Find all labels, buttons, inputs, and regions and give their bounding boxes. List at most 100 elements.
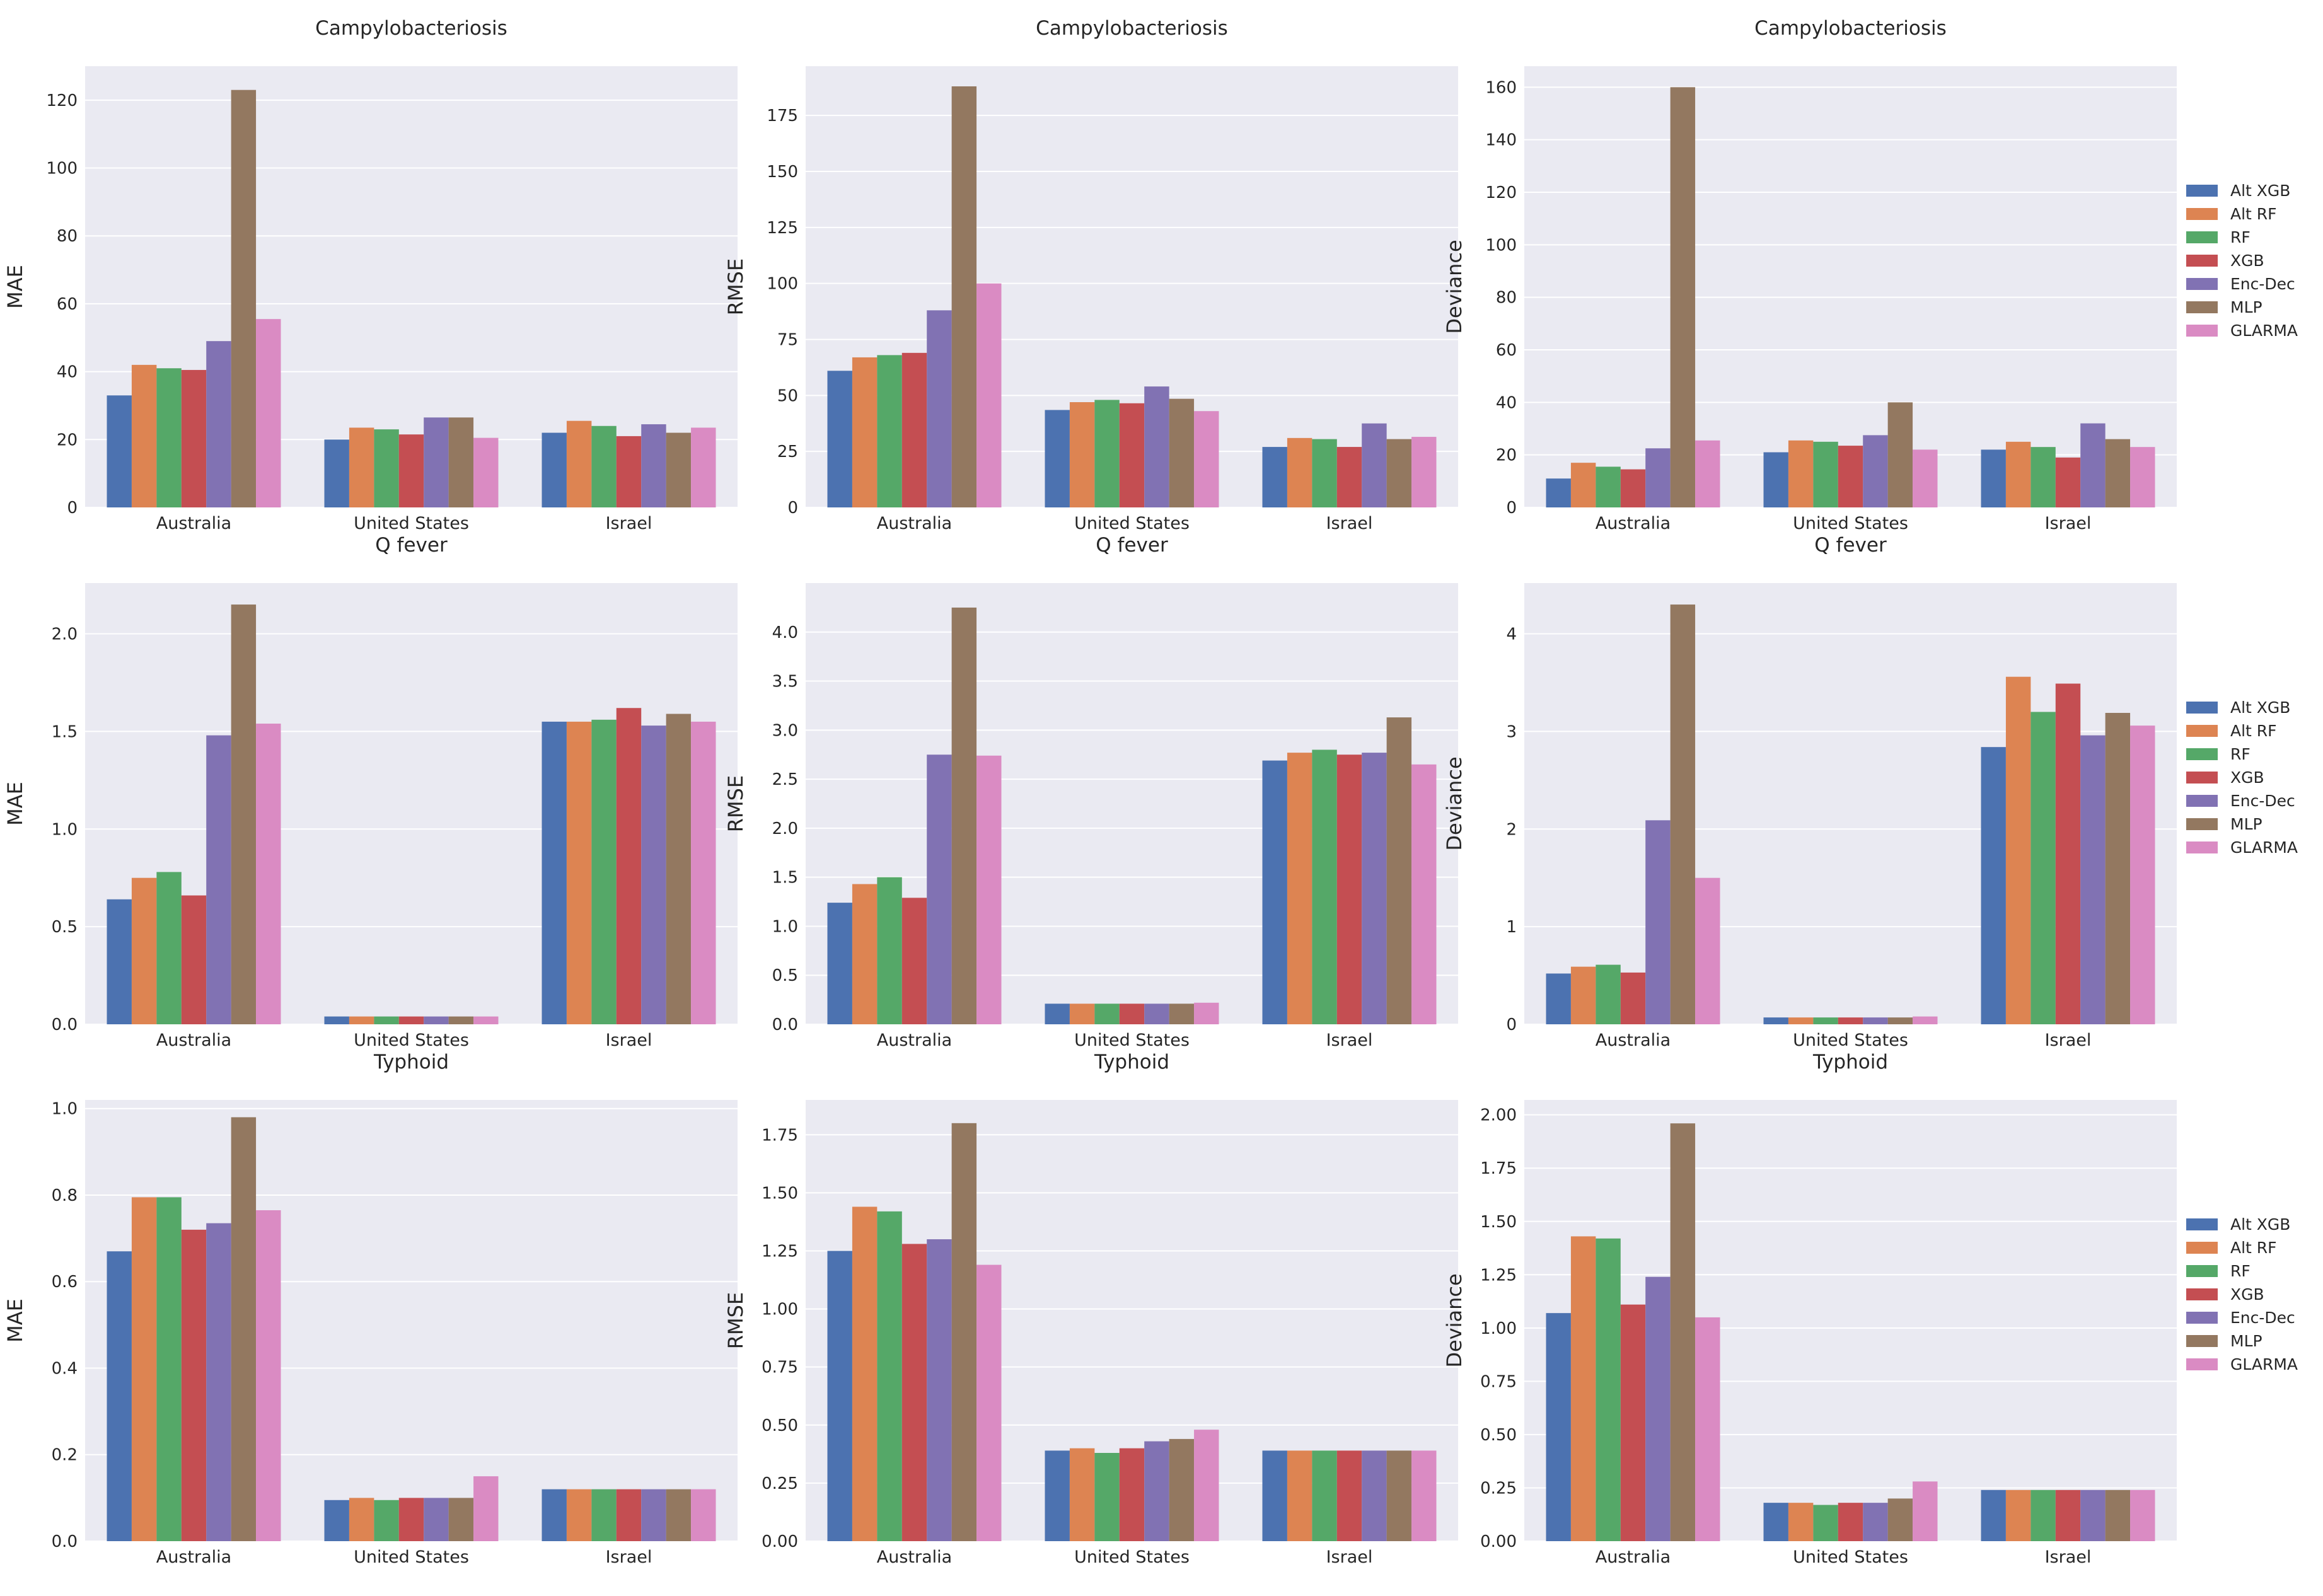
- bar-xgb: [1838, 1503, 1863, 1541]
- y-tick-label: 1.25: [762, 1242, 798, 1261]
- y-tick-label: 3.0: [772, 721, 798, 740]
- bar-rf: [1596, 964, 1621, 1024]
- y-tick-label: 0: [1506, 1015, 1517, 1034]
- subplot-3: 0 20 40 60 80 100 120 140 160 Australia United Sta…: [1442, 17, 2298, 533]
- bar-glarma: [1913, 449, 1938, 507]
- legend-swatch: [2186, 725, 2218, 737]
- bar-mlp: [2105, 439, 2131, 507]
- legend-label: Enc-Dec: [2230, 1309, 2295, 1327]
- bar-alt-xgb: [827, 1251, 852, 1541]
- legend-label: RF: [2230, 745, 2251, 763]
- bar-mlp: [951, 607, 977, 1024]
- bar-xgb: [616, 1489, 642, 1541]
- bar-rf: [591, 425, 617, 507]
- bar-alt-xgb: [324, 1016, 349, 1024]
- subplot-2: 0 25 50 75 100 125 150 175 Australia United State…: [724, 17, 1458, 533]
- subplot-8: 0.00 0.25 0.50 0.75 1.00 1.25 1.50 1.75 Australi…: [724, 1051, 1458, 1567]
- legend-swatch: [2186, 278, 2218, 290]
- bar-enc-dec: [1362, 423, 1387, 507]
- bar-alt-rf: [1287, 1450, 1312, 1541]
- x-tick-label: United States: [1074, 514, 1190, 533]
- y-axis-label: RMSE: [724, 258, 748, 315]
- x-tick-label: Israel: [2045, 1547, 2092, 1567]
- x-tick-label: Australia: [156, 514, 231, 533]
- bar-xgb: [2055, 457, 2081, 507]
- legend-label: Alt XGB: [2230, 698, 2290, 717]
- bar-rf: [1094, 1003, 1120, 1024]
- bar-alt-rf: [852, 884, 878, 1024]
- bar-xgb: [616, 708, 642, 1024]
- x-tick-label: Israel: [1326, 1547, 1373, 1567]
- bar-mlp: [1169, 1438, 1195, 1541]
- y-tick-label: 0: [67, 499, 78, 518]
- bar-alt-rf: [1570, 966, 1596, 1024]
- legend-label: Alt RF: [2230, 1239, 2277, 1257]
- chart-title: Typhoid: [373, 1051, 449, 1073]
- bar-rf: [1813, 441, 1838, 507]
- y-tick-label: 120: [46, 91, 78, 110]
- bar-alt-rf: [349, 1498, 374, 1541]
- bar-rf: [374, 1500, 399, 1541]
- y-tick-label: 140: [1485, 131, 1517, 150]
- y-tick-label: 0.0: [52, 1532, 78, 1551]
- bar-rf: [1813, 1017, 1838, 1024]
- y-tick-label: 20: [57, 431, 78, 449]
- bar-glarma: [473, 1016, 499, 1024]
- subplot-7: 0.0 0.2 0.4 0.6 0.8 1.0 Australia United States…: [3, 1051, 738, 1567]
- bar-alt-rf: [131, 364, 157, 507]
- bar-alt-rf: [566, 420, 592, 507]
- bar-glarma: [976, 1264, 1002, 1541]
- bar-alt-rf: [2005, 676, 2031, 1024]
- legend-swatch: [2186, 231, 2218, 243]
- legend-label: XGB: [2230, 252, 2264, 270]
- chart-title: Typhoid: [1812, 1051, 1888, 1073]
- bar-rf: [374, 429, 399, 507]
- legend-label: XGB: [2230, 768, 2264, 787]
- legend: Alt XGB Alt RF RF XGB Enc-Dec MLP GLARMA: [2186, 698, 2298, 857]
- bar-rf: [1312, 749, 1337, 1024]
- bar-enc-dec: [2080, 423, 2106, 507]
- bar-xgb: [398, 1016, 424, 1024]
- y-tick-label: 120: [1485, 183, 1517, 202]
- y-tick-label: 0.5: [52, 918, 78, 937]
- legend-swatch: [2186, 301, 2218, 313]
- y-tick-label: 4.0: [772, 623, 798, 642]
- x-tick-label: United States: [1793, 1547, 1908, 1567]
- legend-swatch: [2186, 818, 2218, 830]
- y-tick-label: 0.50: [1480, 1426, 1517, 1445]
- legend-swatch: [2186, 702, 2218, 714]
- bar-xgb: [1838, 1017, 1863, 1024]
- bar-xgb: [1119, 1003, 1145, 1024]
- bar-glarma: [256, 319, 281, 507]
- bar-enc-dec: [206, 735, 231, 1024]
- bar-alt-xgb: [542, 721, 567, 1024]
- bar-alt-rf: [1788, 440, 1814, 507]
- bar-rf: [1813, 1505, 1838, 1541]
- bar-alt-xgb: [827, 371, 852, 507]
- x-tick-label: Israel: [2045, 1031, 2092, 1050]
- bar-glarma: [1695, 1317, 1720, 1541]
- bar-alt-rf: [852, 357, 878, 507]
- x-tick-label: Israel: [606, 514, 652, 533]
- x-tick-label: United States: [354, 1547, 469, 1567]
- y-tick-label: 0.6: [52, 1273, 78, 1292]
- bar-rf: [2030, 712, 2056, 1024]
- y-tick-label: 1.5: [772, 869, 798, 888]
- bar-enc-dec: [641, 424, 666, 507]
- y-axis-label: RMSE: [724, 1292, 748, 1349]
- bar-rf: [1596, 466, 1621, 507]
- bar-alt-xgb: [1763, 1503, 1788, 1541]
- x-tick-label: Israel: [606, 1547, 652, 1567]
- legend-label: RF: [2230, 1262, 2251, 1280]
- x-tick-label: Australia: [877, 1031, 952, 1050]
- bar-glarma: [1695, 877, 1720, 1024]
- y-tick-label: 1.75: [1480, 1159, 1517, 1178]
- y-tick-label: 1.50: [762, 1184, 798, 1203]
- bar-alt-xgb: [1981, 1489, 2006, 1541]
- bar-alt-rf: [131, 1197, 157, 1541]
- bar-glarma: [473, 1476, 499, 1541]
- y-tick-label: 0.0: [772, 1015, 798, 1034]
- y-tick-label: 2: [1506, 820, 1517, 839]
- y-tick-label: 1.25: [1480, 1266, 1517, 1285]
- y-tick-label: 0: [1506, 499, 1517, 518]
